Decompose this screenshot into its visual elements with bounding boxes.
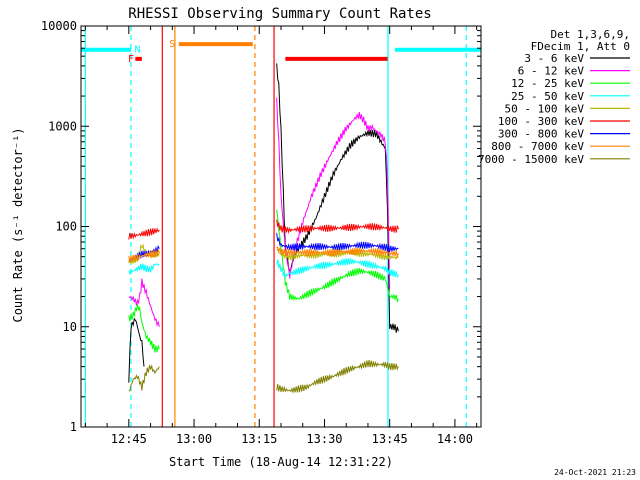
series-line: [128, 263, 160, 276]
flag-label: S: [169, 39, 175, 50]
x-axis-label: Start Time (18-Aug-14 12:31:22): [169, 455, 393, 469]
legend-label: 300 - 800 keV: [498, 128, 584, 141]
series-line: [276, 246, 399, 259]
y-tick-label: 10000: [41, 19, 77, 33]
x-tick-label: 14:00: [437, 432, 473, 446]
flag-label: F: [128, 54, 134, 65]
series-line: [276, 219, 399, 235]
legend-label: 7000 - 15000 keV: [478, 153, 584, 166]
plot-area: [81, 26, 481, 427]
series-line: [128, 364, 160, 392]
x-tick-label: 13:15: [241, 432, 277, 446]
series-line: [128, 317, 145, 383]
x-tick-label: 13:30: [306, 432, 342, 446]
series-line: [128, 227, 160, 240]
y-tick-label: 1: [70, 420, 77, 434]
x-tick-label: 13:00: [176, 432, 212, 446]
series-line: [276, 63, 399, 333]
legend-label: 50 - 100 keV: [505, 102, 585, 115]
y-tick-label: 10: [63, 320, 77, 334]
y-axis-label: Count Rate (s⁻¹ detector⁻¹): [11, 127, 25, 322]
legend-label: 800 - 7000 keV: [491, 140, 584, 153]
legend-label: 100 - 300 keV: [498, 115, 584, 128]
series-line: [276, 248, 399, 261]
series-line: [128, 248, 160, 263]
y-tick-label: 1000: [48, 119, 77, 133]
x-tick-label: 12:45: [111, 432, 147, 446]
y-tick-label: 100: [55, 220, 77, 234]
series-line: [128, 303, 160, 353]
series-line: [276, 360, 399, 394]
legend-label: 6 - 12 keV: [518, 65, 585, 78]
legend-label: 12 - 25 keV: [511, 77, 584, 90]
x-tick-label: 13:45: [372, 432, 408, 446]
series-line: [276, 258, 399, 279]
series-line: [128, 278, 160, 328]
legend-title-line-1: Det 1,3,6,9,: [551, 28, 630, 41]
legend-label: 25 - 50 keV: [511, 90, 584, 103]
series-line: [276, 209, 399, 304]
legend-title-line-2: FDecim 1, Att 0: [531, 40, 630, 53]
chart-title: RHESSI Observing Summary Count Rates: [128, 6, 431, 22]
flag-label: N: [135, 45, 141, 56]
series-line: [276, 233, 399, 253]
footer-date: 24-Oct-2021 21:23: [554, 468, 636, 477]
legend-label: 3 - 6 keV: [524, 52, 584, 65]
